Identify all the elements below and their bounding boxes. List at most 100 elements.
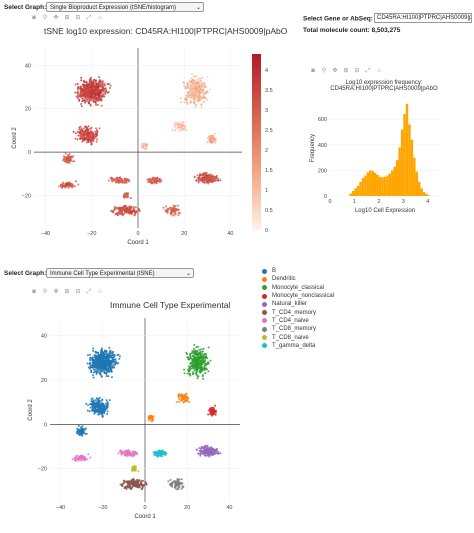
celltype-point <box>77 430 80 433</box>
celltype-point <box>197 355 200 358</box>
celltype-point <box>151 416 154 419</box>
tsne-point <box>196 81 199 84</box>
graph-select-bottom[interactable]: Immune Cell Type Experimental (tSNE) ⌄ <box>46 268 194 278</box>
celltype-point <box>161 449 164 452</box>
tsne-point <box>212 134 215 137</box>
tsne-point <box>116 214 119 217</box>
autoscale-icon[interactable]: ⤢ <box>365 68 371 74</box>
tsne-point <box>90 142 93 145</box>
tsne-point <box>72 160 75 163</box>
gene-input[interactable]: CD45RA:HI100|PTPRC|AHS0009|p <box>374 13 472 23</box>
colorbar-tick: 3 <box>265 108 268 114</box>
tsne-point <box>185 101 188 104</box>
zoom-icon[interactable]: ⚲ <box>42 289 48 295</box>
zoom-out-icon[interactable]: ⊟ <box>354 68 360 74</box>
tsne-point <box>177 214 180 217</box>
tsne-point <box>96 87 99 90</box>
autoscale-icon[interactable]: ⤢ <box>86 15 92 21</box>
celltype-point <box>97 398 100 401</box>
celltype-y-tick: 40 <box>41 334 47 340</box>
tsne-point <box>119 213 122 216</box>
celltype-x-tick: −40 <box>56 505 65 511</box>
celltype-point <box>189 367 192 370</box>
pan-icon[interactable]: ✥ <box>332 68 338 74</box>
celltype-point <box>142 479 145 482</box>
celltype-point <box>180 478 183 481</box>
graph-select-top[interactable]: Single Bioproduct Expression (tSNE/histo… <box>46 2 204 12</box>
legend-item[interactable]: T_CD4_memory <box>262 308 334 316</box>
celltype-point <box>123 480 126 483</box>
tsne-point <box>91 135 94 138</box>
legend-item[interactable]: T_CD4_naive <box>262 317 334 325</box>
celltype-point <box>76 454 79 457</box>
tsne-point <box>80 133 83 136</box>
pan-icon[interactable]: ✥ <box>53 289 59 295</box>
tsne-point <box>191 73 194 76</box>
celltype-point <box>196 377 199 380</box>
zoom-out-icon[interactable]: ⊟ <box>75 289 81 295</box>
home-icon[interactable]: ⌂ <box>98 289 102 295</box>
celltype-point <box>191 349 194 352</box>
home-icon[interactable]: ⌂ <box>98 15 102 21</box>
celltype-point <box>135 482 138 485</box>
celltype-point <box>90 369 93 372</box>
tsne-point <box>205 174 208 177</box>
celltype-point <box>202 449 205 452</box>
colorbar-tick: 2.5 <box>265 128 273 134</box>
legend-item[interactable]: B <box>262 267 334 275</box>
legend-item[interactable]: T_gamma_delta <box>262 342 334 350</box>
celltype-point <box>86 354 89 357</box>
cell-type-plot-title: Immune Cell Type Experimental <box>110 300 231 310</box>
zoom-icon[interactable]: ⚲ <box>42 15 48 21</box>
celltype-point <box>206 447 209 450</box>
tsne-point <box>65 161 68 164</box>
celltype-point <box>155 454 158 457</box>
zoom-in-icon[interactable]: ⊞ <box>64 15 70 21</box>
histogram-bar <box>356 185 360 196</box>
camera-icon[interactable]: ◙ <box>32 15 36 21</box>
celltype-point <box>219 452 222 455</box>
legend-item[interactable]: Monocyte_classical <box>262 284 334 292</box>
legend-item[interactable]: T_CD8_memory <box>262 325 334 333</box>
zoom-icon[interactable]: ⚲ <box>321 68 327 74</box>
celltype-point <box>209 359 212 362</box>
tsne-point <box>77 134 80 137</box>
celltype-point <box>186 352 189 355</box>
celltype-point <box>106 410 109 413</box>
zoom-in-icon[interactable]: ⊞ <box>64 289 70 295</box>
celltype-point <box>108 346 111 349</box>
celltype-point <box>210 452 213 455</box>
histogram-x-label: Log10 Cell Expression <box>355 208 415 214</box>
autoscale-icon[interactable]: ⤢ <box>86 289 92 295</box>
celltype-point <box>201 451 204 454</box>
zoom-in-icon[interactable]: ⊞ <box>343 68 349 74</box>
celltype-point <box>180 488 183 491</box>
camera-icon[interactable]: ◙ <box>311 68 315 74</box>
legend-item[interactable]: Dendritic <box>262 275 334 283</box>
celltype-point <box>94 407 97 410</box>
celltype-point <box>191 373 194 376</box>
histogram-bar <box>420 188 423 196</box>
chevron-down-icon: ⌄ <box>195 5 201 11</box>
celltype-point <box>106 412 109 415</box>
histogram-bar <box>366 172 370 196</box>
tsne-point <box>198 95 201 98</box>
tsne-point <box>169 213 172 216</box>
celltype-point <box>203 356 206 359</box>
celltype-point <box>134 469 137 472</box>
zoom-out-icon[interactable]: ⊟ <box>75 15 81 21</box>
colorbar-tick: 0 <box>265 228 268 234</box>
celltype-point <box>97 371 100 374</box>
celltype-point <box>89 362 92 365</box>
legend-item[interactable]: T_CD8_naive <box>262 333 334 341</box>
celltype-point <box>201 350 204 353</box>
pan-icon[interactable]: ✥ <box>53 15 59 21</box>
celltype-point <box>100 374 103 377</box>
legend-item[interactable]: Natural_killer <box>262 300 334 308</box>
home-icon[interactable]: ⌂ <box>377 68 381 74</box>
tsne-point <box>84 92 87 95</box>
camera-icon[interactable]: ◙ <box>32 289 36 295</box>
tsne-point <box>133 206 136 209</box>
legend-item[interactable]: Monocyte_nonclassical <box>262 292 334 300</box>
